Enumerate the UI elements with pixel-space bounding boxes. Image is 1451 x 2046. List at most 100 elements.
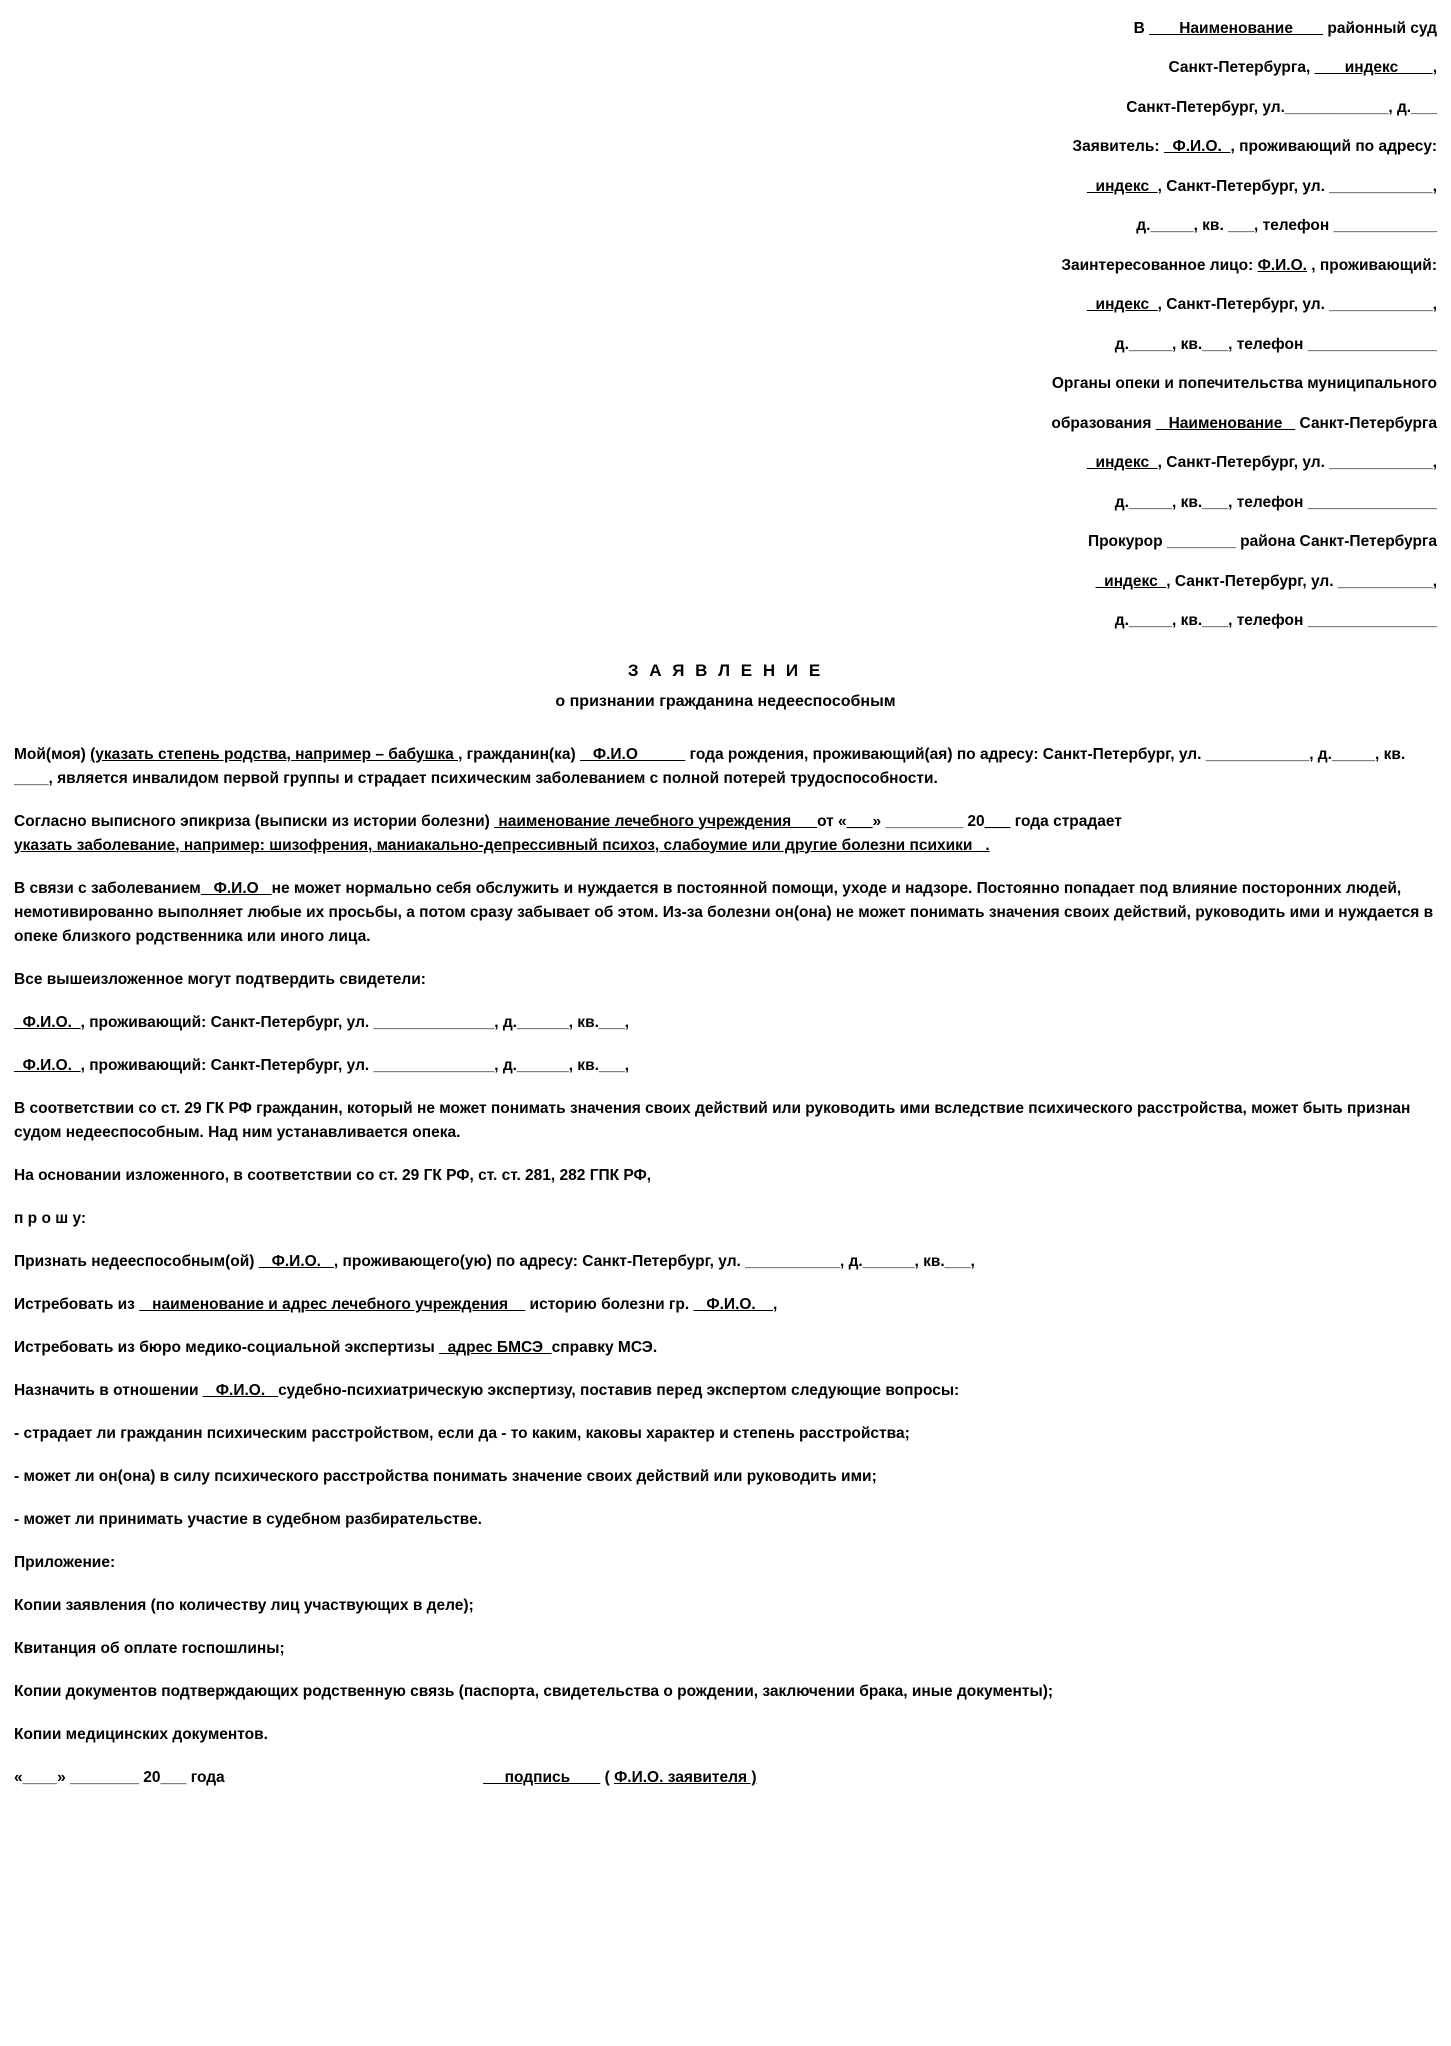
guardianship-line2: образования Наименование Санкт-Петербург… [14, 413, 1437, 435]
text: Прокурор [1088, 533, 1167, 550]
blank: ___ [1411, 99, 1437, 116]
paragraph-basis: На основании изложенного, в соответствии… [14, 1164, 1437, 1188]
blank: ___ [1202, 336, 1228, 353]
text: историю болезни гр. [525, 1296, 693, 1313]
hospital-placeholder: наименование и адрес лечебного учреждени… [139, 1296, 525, 1313]
court-line: В Наименование районный суд [14, 18, 1437, 40]
blank: ___ [1228, 217, 1254, 234]
city-line: Санкт-Петербурга, индекс , [14, 57, 1437, 79]
witness-1: Ф.И.О. , проживающий: Санкт-Петербург, у… [14, 1011, 1437, 1035]
index-placeholder: индекс [1087, 454, 1158, 471]
fio-placeholder: Ф.И.О [201, 880, 272, 897]
ask-label: п р о ш у: [14, 1207, 1437, 1231]
text: , Санкт-Петербург, ул. [1166, 573, 1338, 590]
text: , [1433, 178, 1437, 195]
text: , проживающий: Санкт-Петербург, ул. ____… [81, 1014, 630, 1031]
attachment-1: Копии заявления (по количеству лиц участ… [14, 1594, 1437, 1618]
text: , проживающий по адресу: [1230, 138, 1437, 155]
applicant-addr: индекс , Санкт-Петербург, ул. __________… [14, 176, 1437, 198]
blank: ___ [985, 813, 1011, 830]
text: , телефон [1228, 494, 1308, 511]
address-placeholder: адрес БМСЭ [439, 1339, 552, 1356]
text: , проживающий: [1307, 257, 1437, 274]
signature-line: «____» ________ 20___ года подпись ( Ф.И… [14, 1766, 1437, 1790]
fio-placeholder: Ф.И.О [580, 746, 685, 763]
text: , [773, 1296, 777, 1313]
text: д. [1115, 494, 1129, 511]
blank: _______________ [1308, 612, 1437, 629]
interested-addr2: д._____, кв.___, телефон _______________ [14, 334, 1437, 356]
blank: ___ [847, 813, 873, 830]
interested-addr: индекс , Санкт-Петербург, ул. __________… [14, 294, 1437, 316]
text: , кв. [1172, 494, 1202, 511]
text: , кв. [1194, 217, 1229, 234]
blank: _______________ [1308, 494, 1437, 511]
text: , телефон [1228, 336, 1308, 353]
question-3: - может ли принимать участие в судебном … [14, 1508, 1437, 1532]
blank: _____ [1129, 336, 1172, 353]
text: Истребовать из бюро медико-социальной эк… [14, 1339, 439, 1356]
text: справку МСЭ. [552, 1339, 658, 1356]
text: , д. [1388, 99, 1411, 116]
text: В [1134, 20, 1150, 37]
document-body: Мой(моя) (указать степень родства, напри… [14, 743, 1437, 1790]
document-subtitle: о признании гражданина недееспособным [14, 693, 1437, 711]
request-3: Истребовать из бюро медико-социальной эк… [14, 1336, 1437, 1360]
blank: ________ [1167, 533, 1236, 550]
fio-placeholder: Ф.И.О. [1258, 257, 1307, 274]
interested-line: Заинтересованное лицо: Ф.И.О. , проживаю… [14, 255, 1437, 277]
fio-placeholder: Ф.И.О. [259, 1253, 334, 1270]
text: д. [1115, 336, 1129, 353]
blank: _______________ [1308, 336, 1437, 353]
attachment-3: Копии документов подтверждающих родствен… [14, 1680, 1437, 1704]
text: , [1433, 296, 1437, 313]
request-1: Признать недееспособным(ой) Ф.И.О. , про… [14, 1250, 1437, 1274]
text: Признать недееспособным(ой) [14, 1253, 259, 1270]
text: образования [1051, 415, 1155, 432]
spacer [229, 1769, 479, 1786]
text: , телефон [1254, 217, 1334, 234]
question-2: - может ли он(она) в силу психического р… [14, 1465, 1437, 1489]
applicant-addr2: д._____, кв. ___, телефон ____________ [14, 215, 1437, 237]
blank: ___________ [1338, 573, 1433, 590]
text: Санкт-Петербурга, [1169, 59, 1315, 76]
applicant-line: Заявитель: Ф.И.О. , проживающий по адрес… [14, 136, 1437, 158]
text: » _________ 20 [873, 813, 985, 830]
blank: ___ [1202, 494, 1228, 511]
text: Мой(моя) [14, 746, 90, 763]
text: от « [817, 813, 847, 830]
text: Истребовать из [14, 1296, 139, 1313]
blank: ____________ [1334, 217, 1437, 234]
index-placeholder: индекс [1096, 573, 1167, 590]
text: года страдает [1010, 813, 1121, 830]
blank: ____________ [1329, 178, 1432, 195]
text: гражданин(ка) [462, 746, 580, 763]
text: , кв. [1172, 612, 1202, 629]
date-placeholder: «____» ________ 20___ года [14, 1769, 225, 1786]
guardianship-addr2: д._____, кв.___, телефон _______________ [14, 492, 1437, 514]
text: В связи с заболеванием [14, 880, 201, 897]
paragraph-1: Мой(моя) (указать степень родства, напри… [14, 743, 1437, 791]
witnesses-intro: Все вышеизложенное могут подтвердить сви… [14, 968, 1437, 992]
hospital-placeholder: наименование лечебного учреждения [494, 813, 817, 830]
text: , [1433, 454, 1437, 471]
recipient-header: В Наименование районный суд Санкт-Петерб… [14, 18, 1437, 633]
attachment-2: Квитанция об оплате госпошлины; [14, 1637, 1437, 1661]
text: Санкт-Петербург, ул. [1126, 99, 1285, 116]
index-placeholder: индекс [1315, 59, 1433, 76]
text: районный суд [1323, 20, 1437, 37]
prosecutor-addr: индекс , Санкт-Петербург, ул. __________… [14, 571, 1437, 593]
title-block: З А Я В Л Е Н И Е о признании гражданина… [14, 661, 1437, 711]
text: , Санкт-Петербург, ул. [1158, 296, 1330, 313]
blank: _____ [1129, 494, 1172, 511]
request-4: Назначить в отношении Ф.И.О. судебно-пси… [14, 1379, 1437, 1403]
text: Санкт-Петербурга [1295, 415, 1437, 432]
text: д. [1136, 217, 1150, 234]
index-placeholder: индекс [1087, 178, 1158, 195]
witness-2: Ф.И.О. , проживающий: Санкт-Петербург, у… [14, 1054, 1437, 1078]
name-placeholder: Наименование [1156, 415, 1296, 432]
blank: ___ [1202, 612, 1228, 629]
text: , [1433, 59, 1437, 76]
guardianship-addr: индекс , Санкт-Петербург, ул. __________… [14, 452, 1437, 474]
text: района Санкт-Петербурга [1236, 533, 1437, 550]
